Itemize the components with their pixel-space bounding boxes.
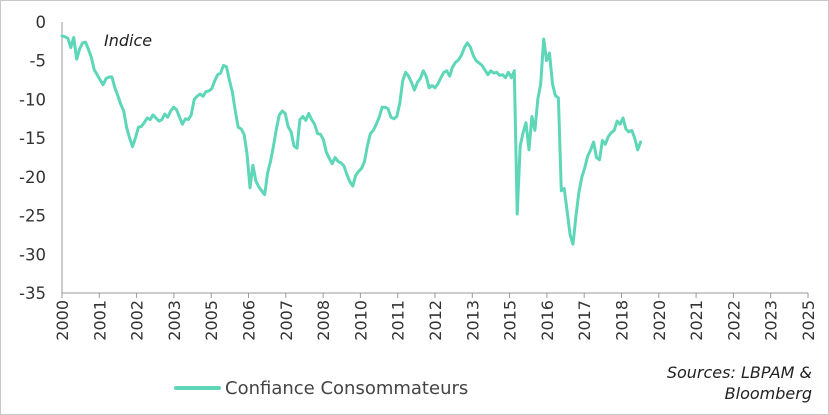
y-tick-label: -25 (19, 207, 46, 226)
x-tick-label: 2025 (799, 300, 818, 341)
x-tick-label: 2003 (165, 300, 184, 341)
y-tick-label: -15 (19, 129, 46, 148)
x-tick-label: 2006 (240, 300, 259, 341)
source-line-1: Sources: LBPAM & (667, 363, 812, 382)
x-tick-label: 2023 (762, 300, 781, 341)
y-tick-label: -20 (19, 168, 46, 187)
y-tick-label: 0 (36, 13, 47, 32)
y-tick-label: -30 (19, 245, 46, 264)
y-tick-label: -10 (19, 90, 46, 109)
x-tick-label: 2015 (501, 300, 520, 341)
y-tick-label: -35 (19, 284, 46, 303)
x-tick-label: 2017 (575, 300, 594, 341)
x-tick-label: 2011 (389, 300, 408, 341)
source-line-2: Bloomberg (725, 384, 812, 403)
legend-label: Confiance Consommateurs (225, 378, 468, 399)
x-tick-label: 2007 (277, 300, 296, 341)
x-tick-label: 2002 (128, 300, 147, 341)
x-tick-label: 2008 (314, 300, 333, 341)
series-layer (60, 34, 643, 246)
x-tick-label: 2022 (724, 300, 743, 341)
y-tick-label: -5 (30, 52, 46, 71)
x-tick-label: 2001 (90, 300, 109, 341)
x-tick-label: 2020 (650, 300, 669, 341)
x-tick-label: 2018 (613, 300, 632, 341)
series-line-0 (60, 34, 643, 246)
legend: Confiance Consommateurs (174, 378, 468, 399)
x-tick-label: 2005 (202, 300, 221, 341)
chart-axes (61, 22, 808, 294)
x-tick-label: 2021 (687, 300, 706, 341)
x-tick-label: 2016 (538, 300, 557, 341)
x-tick-label: 2012 (426, 300, 445, 341)
x-tick-label: 2000 (53, 300, 72, 341)
x-tick-label: 2013 (463, 300, 482, 341)
y-axis-ticks: 0 -5 -10 -15 -20 -25 -30 -35 (19, 13, 46, 303)
x-axis-ticks: 2000 2001 2002 2003 2005 2006 2007 2008 2010 2011… (53, 293, 818, 341)
x-tick-label: 2010 (351, 300, 370, 341)
chart-annotation: Indice (104, 31, 152, 50)
